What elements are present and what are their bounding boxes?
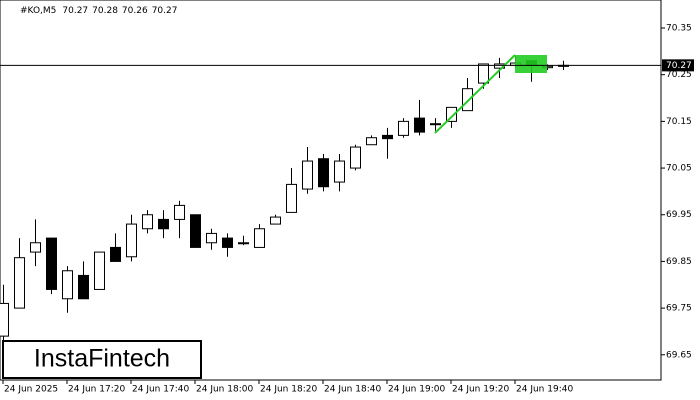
last-price-box (662, 59, 694, 72)
logo: InstaFintech (34, 345, 170, 373)
candle-body (142, 214, 153, 230)
candle-body (126, 223, 137, 258)
y-tick-label: 69.95 (666, 210, 692, 220)
y-tick-label: 70.25 (666, 70, 692, 80)
candle-body (414, 117, 425, 133)
candle-body (350, 146, 361, 169)
x-tick-label: 24 Jun 18:00 (196, 385, 253, 395)
x-tick-label: 24 Jun 2025 (4, 385, 58, 395)
candle-body (254, 228, 265, 248)
candle-body (46, 237, 57, 290)
candle-body (62, 270, 73, 300)
candle-body (382, 134, 393, 140)
header-open: 70.27 (62, 6, 88, 16)
pattern-box (515, 55, 547, 73)
x-tick-label: 24 Jun 17:20 (68, 385, 125, 395)
candle-body (478, 63, 489, 84)
candle-body (222, 237, 233, 248)
y-tick-label: 69.85 (666, 257, 692, 267)
candle-body (110, 246, 121, 262)
candle-body (398, 120, 409, 136)
y-tick-label: 70.15 (666, 117, 692, 127)
candle-body (14, 257, 25, 309)
candle-body (0, 302, 9, 337)
candle-body (206, 232, 217, 244)
y-tick-label: 69.65 (666, 350, 692, 360)
candle-body (318, 158, 329, 188)
x-tick-label: 24 Jun 19:20 (452, 385, 509, 395)
candle-body (94, 251, 105, 290)
x-tick-label: 24 Jun 17:40 (132, 385, 189, 395)
logo-box (2, 340, 202, 379)
y-tick-label: 70.35 (666, 24, 692, 34)
chart-header: #KO,M5 70.27 70.28 70.26 70.27 (20, 6, 177, 16)
candle-body (174, 204, 185, 220)
candle-body (270, 216, 281, 225)
candle-body (334, 160, 345, 183)
pattern-line (434, 54, 516, 134)
header-high: 70.28 (92, 6, 118, 16)
symbol: #KO,M5 (20, 6, 56, 16)
candle-body (446, 106, 457, 122)
candle-body (78, 274, 89, 300)
candle-body (30, 242, 41, 253)
candle-body (462, 88, 473, 112)
header-close: 70.27 (152, 6, 178, 16)
header-low: 70.26 (122, 6, 148, 16)
last-price-label: 70.27 (666, 61, 692, 71)
x-tick-label: 24 Jun 19:40 (516, 385, 573, 395)
x-tick-label: 24 Jun 19:00 (388, 385, 445, 395)
candle-body (238, 242, 249, 245)
candle-body (286, 183, 297, 213)
plot-area (0, 0, 662, 381)
x-tick-label: 24 Jun 18:40 (324, 385, 381, 395)
candle-body (190, 214, 201, 248)
x-tick-label: 24 Jun 18:20 (260, 385, 317, 395)
y-tick-label: 70.05 (666, 164, 692, 174)
candle-body (430, 123, 441, 126)
candle-body (302, 160, 313, 190)
candle-body (158, 218, 169, 230)
candle-body (366, 137, 377, 146)
candles (0, 56, 569, 346)
y-tick-label: 69.75 (666, 304, 692, 314)
